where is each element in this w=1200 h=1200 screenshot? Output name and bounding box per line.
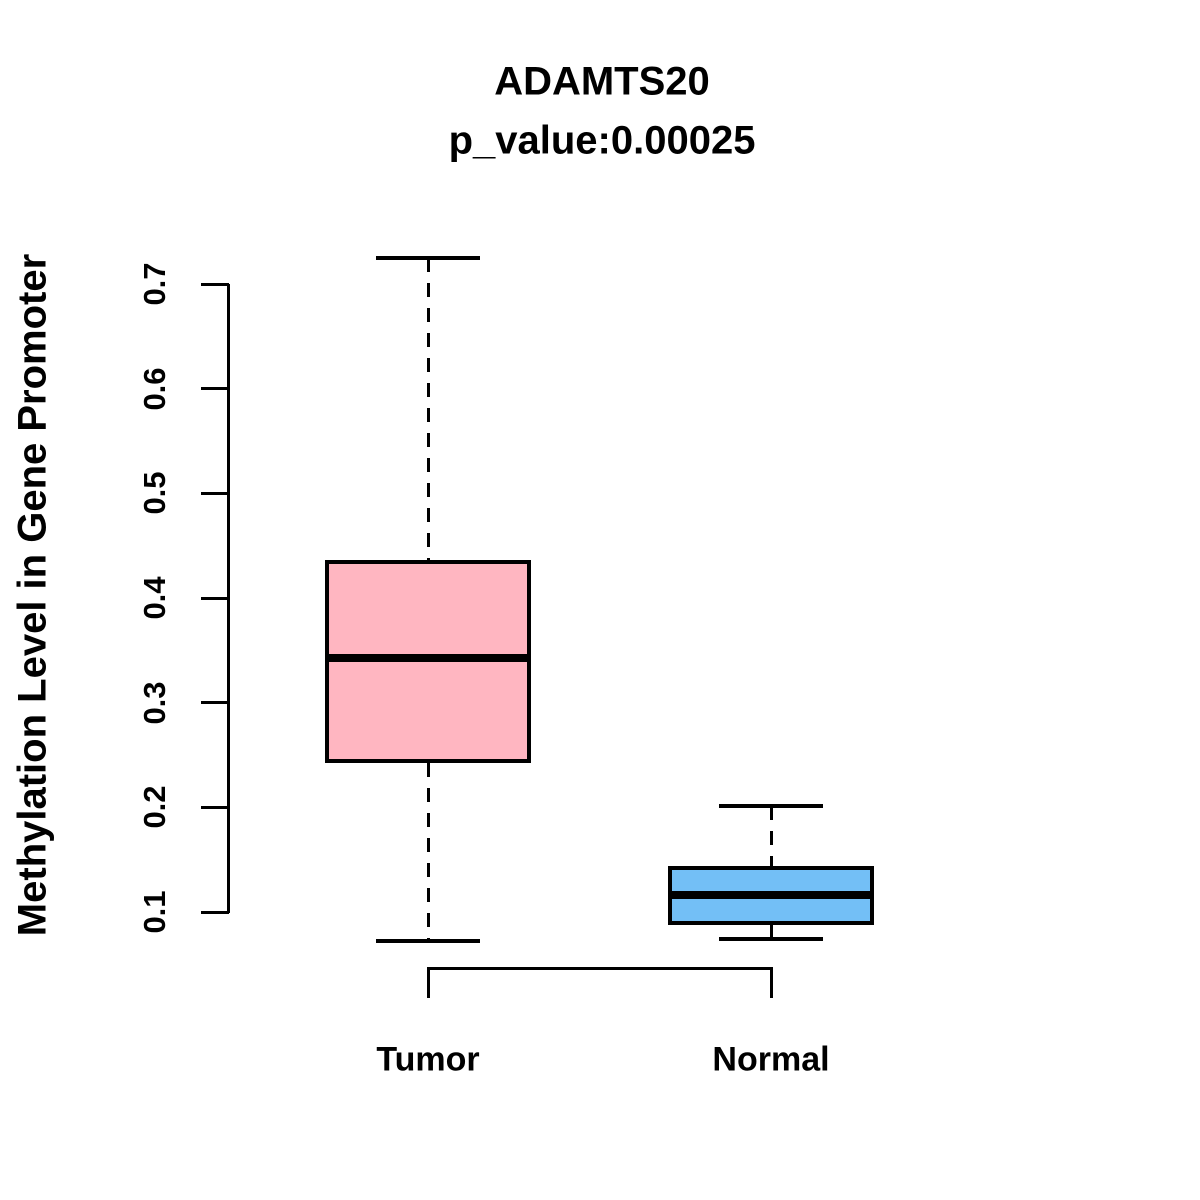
y-tick-mark [201,596,229,600]
whisker-upper-tumor [426,257,430,561]
x-category-label-normal: Normal [712,1040,830,1079]
y-tick-mark [201,910,229,914]
x-axis-bracket-tick-right [769,966,773,998]
y-tick-label: 0.1 [137,890,172,934]
x-axis-bracket-line [428,966,771,970]
y-tick-label: 0.2 [137,785,172,829]
y-tick-mark [201,701,229,705]
chart-subtitle-pvalue: p_value:0.00025 [448,118,756,163]
y-tick-mark [201,805,229,809]
y-tick-label: 0.7 [137,262,172,306]
whisker-upper-normal [769,806,773,866]
y-tick-label: 0.3 [137,681,172,725]
median-line-tumor [325,653,531,662]
y-tick-label: 0.4 [137,576,172,620]
whisker-lower-normal [769,924,773,940]
chart-title: ADAMTS20 [494,59,710,104]
y-tick-mark [201,387,229,391]
x-category-label-tumor: Tumor [376,1040,480,1079]
y-tick-mark [201,282,229,286]
y-tick-label: 0.6 [137,367,172,411]
box-tumor [325,560,531,764]
whisker-cap-bottom-tumor [376,939,480,944]
y-tick-label: 0.5 [137,471,172,515]
median-line-normal [668,891,874,900]
y-tick-mark [201,491,229,495]
x-axis-bracket-tick-left [426,966,430,998]
whisker-cap-bottom-normal [719,937,823,942]
whisker-lower-tumor [426,763,430,942]
